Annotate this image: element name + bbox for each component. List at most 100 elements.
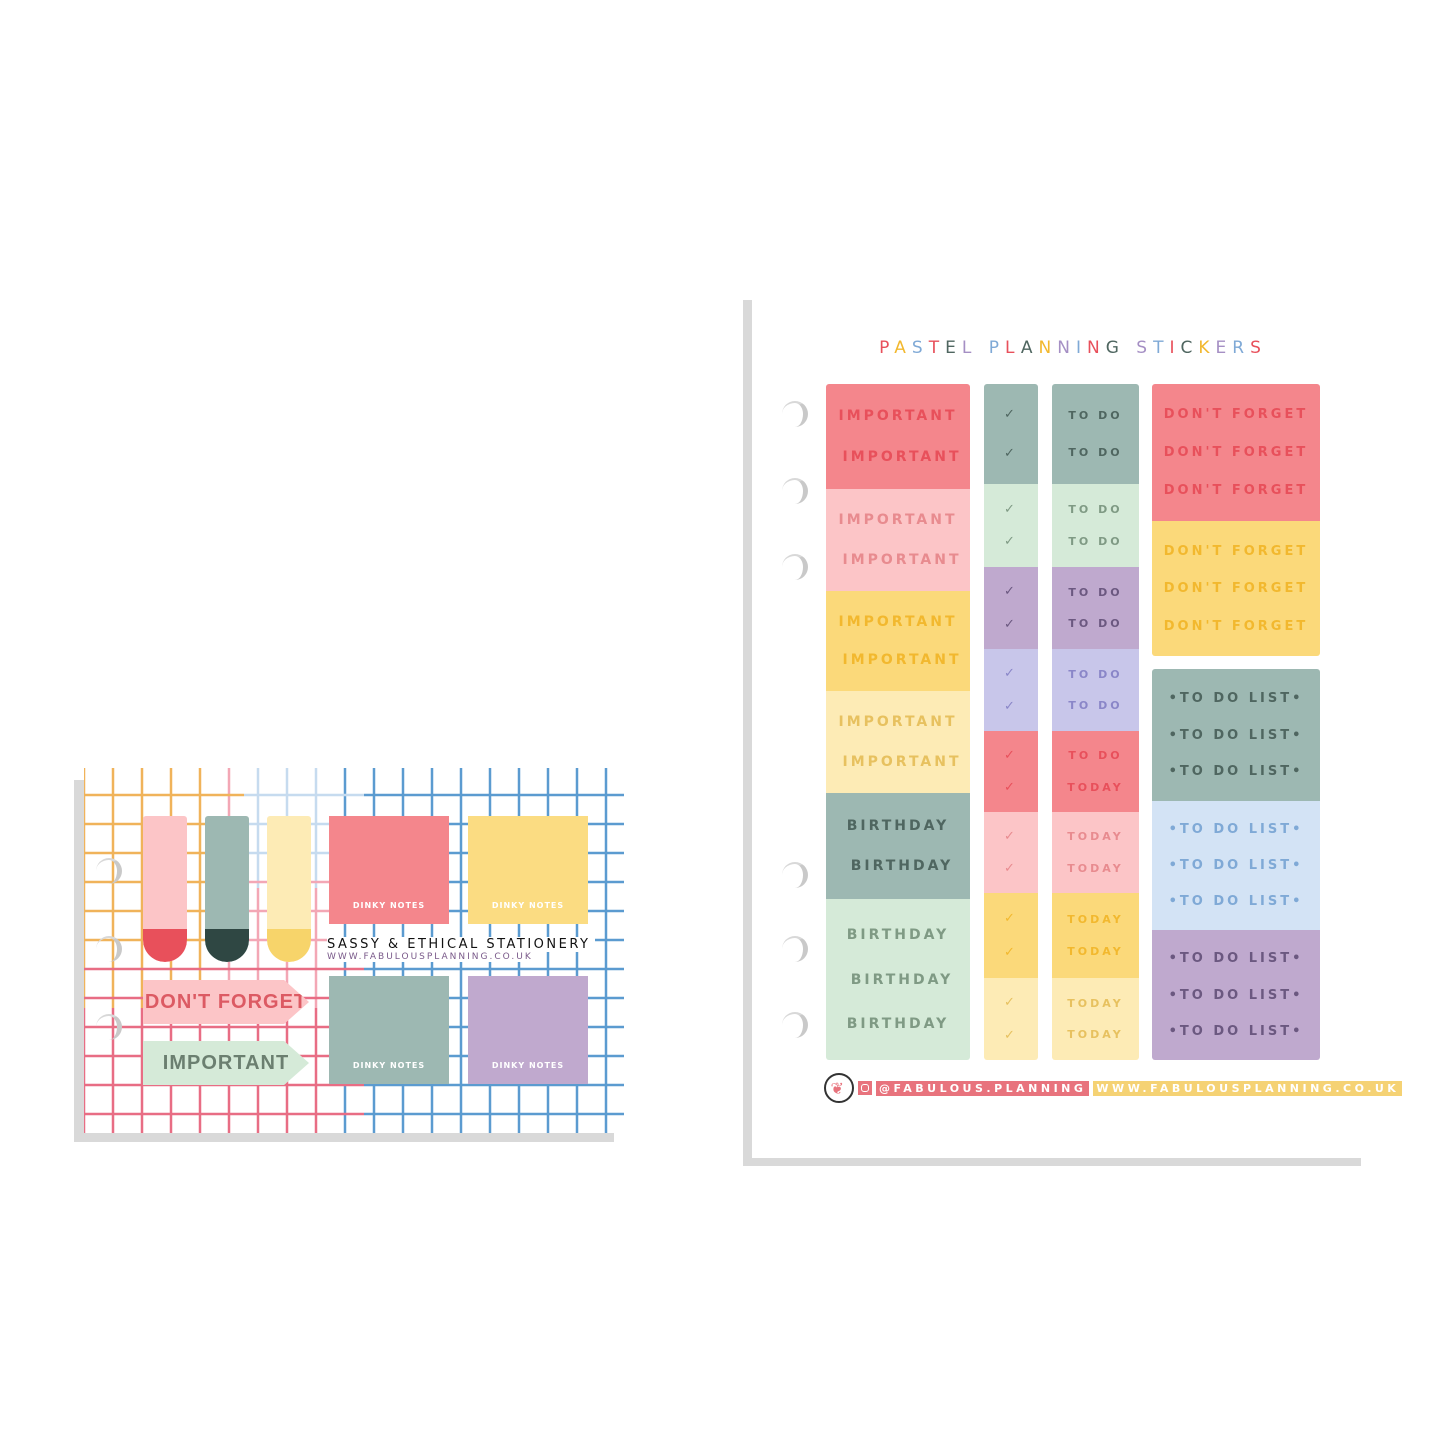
title-letter: N (1038, 338, 1058, 358)
sticker-label: •TO DO LIST• (1168, 727, 1304, 743)
title-letter (1125, 338, 1136, 358)
sticker-block: IMPORTANT IMPORTANT (826, 384, 970, 489)
sticker-block: TODAY TODAY (1052, 893, 1139, 978)
sticker-label: DON'T FORGET (1163, 618, 1309, 634)
sheet-footer: ❦ @FABULOUS.PLANNING WWW.FABULOUSPLANNIN… (824, 1073, 1403, 1103)
sticker-block: TO DO TO DO (1052, 484, 1139, 567)
sticker-label: TODAY (1067, 1028, 1124, 1042)
sticker-block: IMPORTANT IMPORTANT (826, 691, 970, 793)
flag-dont-forget: DON'T FORGET (143, 980, 309, 1024)
sticker-block: BIRTHDAY BIRTHDAY (826, 793, 970, 899)
sticker-label: ✓ (1004, 780, 1018, 795)
page-tab-yellow (267, 816, 311, 962)
sticker-label: TODAY (1067, 912, 1124, 926)
sticker-label: ✓ (1004, 995, 1018, 1011)
binder-ring-icon (782, 1012, 808, 1038)
sticker-label: TO DO (1068, 749, 1123, 763)
sticker-label: TODAY (1067, 945, 1124, 959)
sticker-block: DON'T FORGET DON'T FORGET DON'T FORGET (1152, 521, 1320, 656)
sticker-block: IMPORTANT IMPORTANT (826, 591, 970, 691)
sticker-label: ✓ (1004, 407, 1018, 423)
title-letter: S (1250, 338, 1267, 358)
sticker-column-todo-today: TO DO TO DO TO DO TO DO TO DO TO DO TO DO TO DO… (1052, 384, 1139, 1060)
sticker-label: ✓ (1004, 616, 1018, 632)
sticker-label: ✓ (1004, 445, 1018, 461)
sticker-label: •TO DO LIST• (1168, 764, 1304, 780)
title-letter: I (1169, 338, 1181, 358)
flag-label: IMPORTANT (162, 1051, 290, 1074)
sticker-label: TODAY (1067, 861, 1124, 875)
sticker-label: ✓ (1004, 861, 1018, 876)
title-letter (977, 338, 988, 358)
instagram-handle: @FABULOUS.PLANNING (876, 1080, 1090, 1096)
sticker-label: ✓ (1004, 666, 1018, 682)
sticker-label: ✓ (1004, 911, 1018, 927)
note-label: DINKY NOTES (352, 901, 426, 910)
instagram-icon (858, 1081, 872, 1095)
sticker-block: •TO DO LIST• •TO DO LIST• •TO DO LIST• (1152, 801, 1320, 930)
title-letter: A (1020, 338, 1039, 358)
title-letter: A (894, 338, 912, 358)
title-letter: S (911, 338, 929, 358)
sticker-label: BIRTHDAY (850, 858, 954, 875)
sticker-block: BIRTHDAY BIRTHDAY BIRTHDAY (826, 899, 970, 1060)
sticker-label: BIRTHDAY (846, 927, 950, 944)
sticker-label: DON'T FORGET (1163, 543, 1309, 559)
sticker-block: TO DO TO DO (1052, 567, 1139, 649)
sticker-label: IMPORTANT (838, 613, 958, 630)
title-letter: S (1136, 338, 1154, 358)
sticker-label: ✓ (1004, 584, 1018, 600)
sticker-label: IMPORTANT (842, 448, 962, 465)
title-letter: L (961, 338, 978, 358)
dinky-note-sage: DINKY NOTES (329, 976, 449, 1084)
sticker-label: BIRTHDAY (850, 971, 954, 988)
sticker-label: IMPORTANT (838, 408, 958, 425)
sticker-label: IMPORTANT (838, 714, 958, 731)
sticker-block: TO DO TO DO (1052, 384, 1139, 484)
sticker-block: DON'T FORGET DON'T FORGET DON'T FORGET (1152, 384, 1320, 521)
flamingo-logo-icon: ❦ (824, 1073, 854, 1103)
sticker-label: TO DO (1068, 408, 1123, 422)
sticker-block: ✓ ✓ (984, 649, 1038, 731)
sticker-label: TO DO (1068, 699, 1123, 713)
dinky-note-red: DINKY NOTES (329, 816, 449, 924)
sticker-block: TODAY TODAY (1052, 812, 1139, 893)
sticker-column-important-birthday: IMPORTANT IMPORTANT IMPORTANT IMPORTANT IMPO… (826, 384, 970, 1060)
sticker-block: ✓ ✓ (984, 812, 1038, 893)
sticker-block: ✓ ✓ (984, 384, 1038, 484)
sticker-label: •TO DO LIST• (1168, 894, 1304, 909)
sticker-label: TO DO (1068, 446, 1123, 460)
flag-label: DON'T FORGET (144, 990, 308, 1013)
title-letter: E (945, 338, 962, 358)
sticker-label: IMPORTANT (838, 512, 958, 529)
sticker-block: •TO DO LIST• •TO DO LIST• •TO DO LIST• (1152, 930, 1320, 1060)
note-label: DINKY NOTES (352, 1061, 426, 1070)
title-letter: P (988, 338, 1006, 358)
title-letter: C (1180, 338, 1199, 358)
sticker-label: ✓ (1004, 748, 1018, 763)
title-letter: N (1086, 338, 1106, 358)
title-letter: K (1198, 338, 1216, 358)
sticker-block: ✓ ✓ (984, 893, 1038, 978)
binder-ring-icon (96, 858, 122, 884)
sticker-label: IMPORTANT (842, 753, 962, 770)
dinky-note-yellow: DINKY NOTES (468, 816, 588, 924)
sticker-label: TODAY (1067, 996, 1124, 1010)
sticker-label: TO DO (1068, 535, 1123, 548)
sheet-shadow-left (743, 300, 752, 1166)
sticker-block: ✓ ✓ (984, 567, 1038, 649)
title-letter: N (1057, 338, 1076, 358)
card-shadow-bottom (74, 1133, 614, 1142)
sticker-label: •TO DO LIST• (1168, 1023, 1304, 1039)
sticker-label: •TO DO LIST• (1168, 822, 1304, 837)
sticker-block: IMPORTANT IMPORTANT (826, 489, 970, 591)
sticker-label: ✓ (1004, 1027, 1018, 1043)
sticker-label: BIRTHDAY (846, 817, 950, 834)
sticker-block: ✓ ✓ (984, 978, 1038, 1060)
sticker-label: •TO DO LIST• (1168, 858, 1304, 873)
sticker-block: ✓ ✓ (984, 484, 1038, 567)
card-website: WWW.FABULOUSPLANNING.CO.UK (327, 952, 533, 962)
sticker-column-dont-forget: DON'T FORGET DON'T FORGET DON'T FORGET DON'… (1152, 384, 1320, 656)
note-label: DINKY NOTES (491, 1061, 565, 1070)
sticker-block: TODAY TODAY (1052, 978, 1139, 1060)
